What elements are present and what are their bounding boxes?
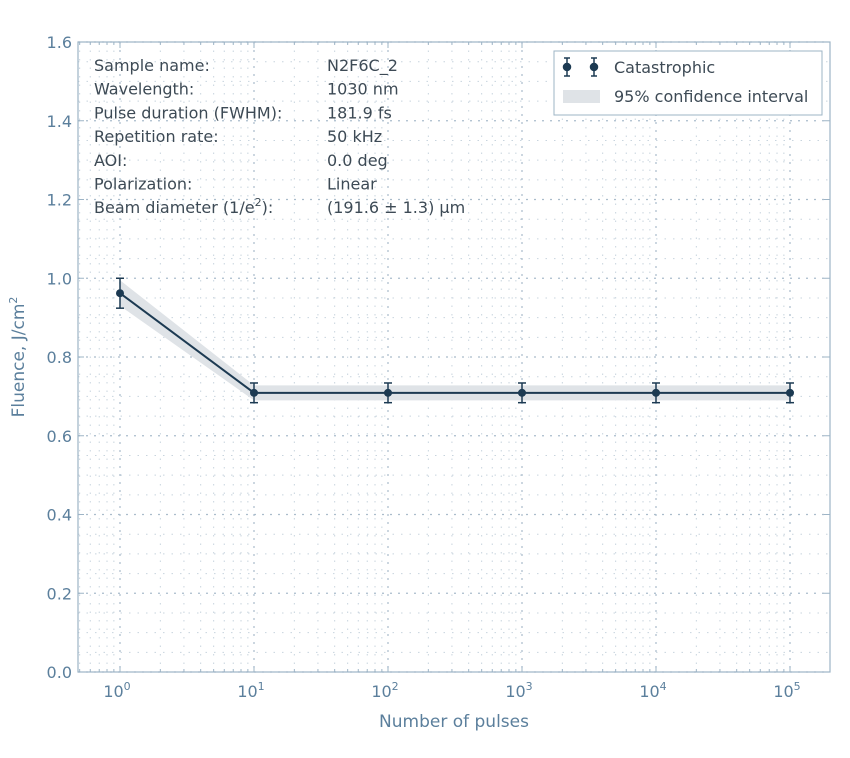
y-tick-label: 0.8 (47, 348, 72, 367)
legend: Catastrophic 95% confidence interval (553, 50, 823, 116)
data-point (116, 289, 124, 298)
y-axis-label-text: Fluence, J/cm (9, 304, 29, 418)
y-tick-label: 0.2 (47, 584, 72, 603)
x-tick-base: 10 (237, 682, 257, 701)
legend-box (553, 50, 823, 116)
y-tick-label: 1.4 (47, 112, 72, 131)
data-point (652, 388, 660, 397)
info-value: N2F6C_2 (327, 56, 398, 76)
x-tick-base: 10 (371, 682, 391, 701)
y-tick-label: 1.0 (47, 269, 72, 288)
legend-swatch-confidence (563, 90, 600, 103)
x-tick-label: 101 (237, 680, 264, 701)
data-point (250, 388, 258, 397)
info-value: Linear (327, 175, 377, 194)
info-label-text: Repetition rate: (94, 127, 219, 146)
info-label: AOI: (94, 151, 127, 170)
data-point (384, 388, 392, 397)
legend-marker-catastrophic (562, 57, 599, 77)
info-value: 0.0 deg (327, 151, 388, 170)
x-tick-exponent: 3 (526, 680, 533, 693)
info-label: Repetition rate: (94, 127, 219, 146)
x-tick-base: 10 (639, 682, 659, 701)
x-tick-exponent: 1 (258, 680, 265, 693)
info-label: Polarization: (94, 175, 192, 194)
info-table: Sample name: N2F6C_2 Wavelength: 1030 nm Pul… (94, 56, 465, 217)
info-label: Beam diameter (1/e2): (94, 196, 273, 217)
info-label-text: Wavelength: (94, 80, 194, 99)
info-label-sup: 2 (255, 196, 262, 209)
y-axis-label-sup: 2 (7, 297, 20, 304)
y-tick-label: 0.6 (47, 427, 72, 446)
info-label: Sample name: (94, 56, 210, 75)
data-point (518, 388, 526, 397)
info-label-text: Polarization: (94, 175, 192, 194)
info-value: 50 kHz (327, 127, 382, 146)
info-value: 1030 nm (327, 80, 399, 99)
info-label-text: Pulse duration (FWHM): (94, 103, 282, 122)
info-label: Pulse duration (FWHM): (94, 103, 282, 122)
series-line (119, 292, 790, 394)
info-value: (191.6 ± 1.3) µm (327, 198, 465, 217)
x-tick-base: 10 (773, 682, 793, 701)
x-tick-exponent: 0 (124, 680, 131, 693)
y-tick-label: 0.4 (47, 506, 72, 525)
info-label-text: Beam diameter (1/e (94, 198, 255, 217)
y-tick-label: 0.0 (47, 663, 72, 682)
x-tick-label: 100 (103, 680, 130, 701)
y-tick-label: 1.6 (47, 33, 72, 52)
x-tick-label: 103 (505, 680, 532, 701)
x-tick-label: 105 (773, 680, 800, 701)
x-tick-label: 102 (371, 680, 398, 701)
x-tick-label: 104 (639, 680, 666, 701)
x-tick-exponent: 4 (660, 680, 667, 693)
x-tick-exponent: 5 (794, 680, 801, 693)
info-label-end: ): (262, 198, 274, 217)
x-axis-label: Number of pulses (379, 712, 529, 732)
x-tick-base: 10 (103, 682, 123, 701)
info-label-text: Sample name: (94, 56, 210, 75)
legend-label-catastrophic: Catastrophic (614, 58, 715, 77)
series-catastrophic (116, 277, 794, 404)
legend-label-confidence: 95% confidence interval (614, 87, 808, 106)
y-axis-label: Fluence, J/cm2 (7, 297, 29, 418)
confidence-band (120, 280, 790, 401)
info-label: Wavelength: (94, 80, 194, 99)
x-tick-base: 10 (505, 682, 525, 701)
grid (78, 41, 830, 673)
y-tick-label: 1.2 (47, 191, 72, 210)
x-tick-exponent: 2 (392, 680, 399, 693)
info-label-text: AOI: (94, 151, 127, 170)
data-point (786, 388, 794, 397)
info-value: 181.9 fs (327, 103, 392, 122)
confidence-band-area (120, 280, 790, 401)
